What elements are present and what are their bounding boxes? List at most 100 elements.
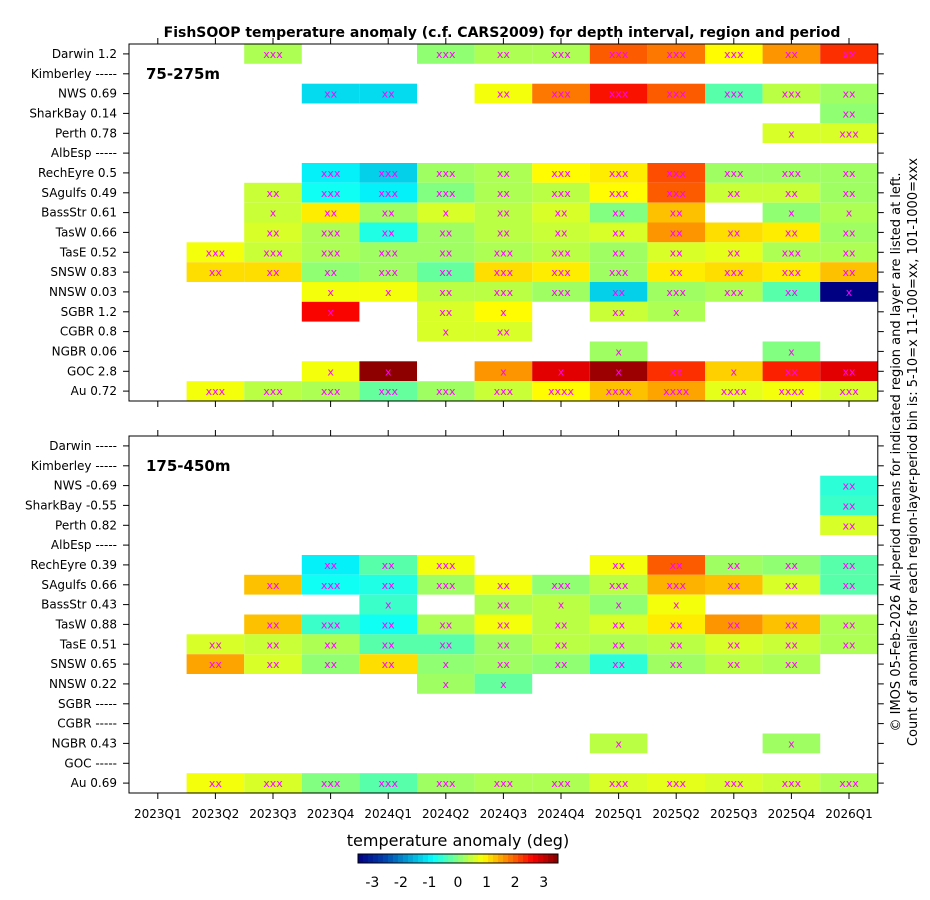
heatmap-cell <box>417 381 475 401</box>
colorbar-segment <box>388 854 394 863</box>
heatmap-cell <box>762 634 821 655</box>
region-label: Perth 0.82 <box>55 518 117 532</box>
heatmap-cell <box>705 361 763 382</box>
count-marker: xx <box>727 226 741 239</box>
heatmap-cell <box>301 242 360 263</box>
heatmap-cell <box>359 222 417 243</box>
count-marker: xxx <box>263 48 283 61</box>
heatmap-cell <box>647 773 705 793</box>
heatmap-cell <box>474 574 533 595</box>
colorbar-label: temperature anomaly (deg) <box>347 831 569 850</box>
count-marker: xx <box>209 266 223 279</box>
colorbar-segment <box>543 854 549 863</box>
heatmap-cell <box>474 301 533 322</box>
count-marker: x <box>788 737 795 750</box>
heatmap-cell <box>589 614 648 635</box>
count-marker: x <box>558 365 565 378</box>
heatmap-cell <box>705 44 763 64</box>
heatmap-cell <box>705 222 763 243</box>
count-marker: xx <box>497 187 511 200</box>
heatmap-cell <box>301 773 360 793</box>
heatmap-cell <box>417 555 475 575</box>
count-marker: xx <box>497 658 511 671</box>
heatmap-cell <box>474 773 533 793</box>
count-marker: x <box>385 599 392 612</box>
count-marker: x <box>327 306 334 319</box>
count-marker: xxx <box>551 246 571 259</box>
colorbar-tick-label: -1 <box>422 875 436 891</box>
heatmap-cell <box>820 282 878 302</box>
region-label: BassStr 0.61 <box>41 206 117 220</box>
heatmap-cell <box>474 83 533 104</box>
count-marker: x <box>443 658 450 671</box>
colorbar-tick-label: 3 <box>539 875 548 891</box>
count-marker: xxx <box>321 777 341 790</box>
count-marker: xxx <box>666 48 686 61</box>
count-marker: xx <box>209 658 223 671</box>
heatmap-cell <box>589 361 648 382</box>
count-marker: xx <box>497 326 511 339</box>
heatmap-cell <box>762 361 821 382</box>
heatmap-cell <box>532 44 590 64</box>
count-marker: xx <box>670 246 684 259</box>
count-marker: xx <box>670 559 684 572</box>
heatmap-cell <box>417 202 475 223</box>
colorbar-tick-label: -3 <box>365 875 379 891</box>
count-marker: xxxx <box>721 385 748 398</box>
heatmap-cell <box>762 654 821 674</box>
count-marker: xx <box>785 48 799 61</box>
count-marker: xxxx <box>663 385 690 398</box>
heatmap-cell <box>417 654 475 674</box>
heatmap-cell <box>417 773 475 793</box>
count-marker: xxx <box>551 187 571 200</box>
count-marker: xxx <box>321 579 341 592</box>
count-marker: xx <box>497 579 511 592</box>
heatmap-cell <box>762 222 821 243</box>
heatmap-cell <box>820 163 878 183</box>
count-marker: xx <box>324 658 338 671</box>
heatmap-cell <box>301 262 360 282</box>
colorbar-tick-label: 1 <box>482 875 491 891</box>
heatmap-cell <box>647 301 705 322</box>
heatmap-cell <box>301 614 360 635</box>
heatmap-cell <box>589 44 648 64</box>
colorbar-segment <box>538 854 544 863</box>
count-marker: xx <box>209 638 223 651</box>
count-marker: xxx <box>494 385 514 398</box>
heatmap-cell <box>532 222 590 243</box>
colorbar-segment <box>393 854 399 863</box>
count-marker: x <box>788 207 795 220</box>
count-marker: xx <box>785 226 799 239</box>
region-label: AlbEsp ----- <box>51 146 117 160</box>
heatmap-cell <box>589 634 648 655</box>
count-marker: xxx <box>782 88 802 101</box>
count-marker: xx <box>324 559 338 572</box>
heatmap-cell <box>359 83 417 104</box>
heatmap-cell <box>359 163 417 183</box>
count-marker: xxx <box>666 579 686 592</box>
count-marker: xxx <box>724 167 744 180</box>
period-label: 2023Q2 <box>192 807 240 821</box>
colorbar-segment <box>398 854 404 863</box>
heatmap-cell <box>705 282 763 302</box>
heatmap-cell <box>301 654 360 674</box>
heatmap-cell <box>532 202 590 223</box>
period-label: 2023Q3 <box>249 807 297 821</box>
count-marker: xx <box>842 167 856 180</box>
heatmap-cell <box>589 242 648 263</box>
count-marker: xxx <box>609 266 629 279</box>
period-label: 2025Q3 <box>710 807 758 821</box>
count-marker: xx <box>554 638 568 651</box>
heatmap-cell <box>820 495 878 516</box>
region-label: Darwin 1.2 <box>52 47 117 61</box>
count-marker: xx <box>439 246 453 259</box>
period-label: 2023Q4 <box>307 807 355 821</box>
heatmap-cell <box>820 182 878 203</box>
colorbar-segment <box>443 854 449 863</box>
heatmap-cell <box>705 574 763 595</box>
count-marker: xx <box>612 658 626 671</box>
heatmap-cell <box>417 634 475 655</box>
count-marker: xx <box>554 658 568 671</box>
colorbar-segment <box>478 854 484 863</box>
count-marker: xx <box>612 226 626 239</box>
